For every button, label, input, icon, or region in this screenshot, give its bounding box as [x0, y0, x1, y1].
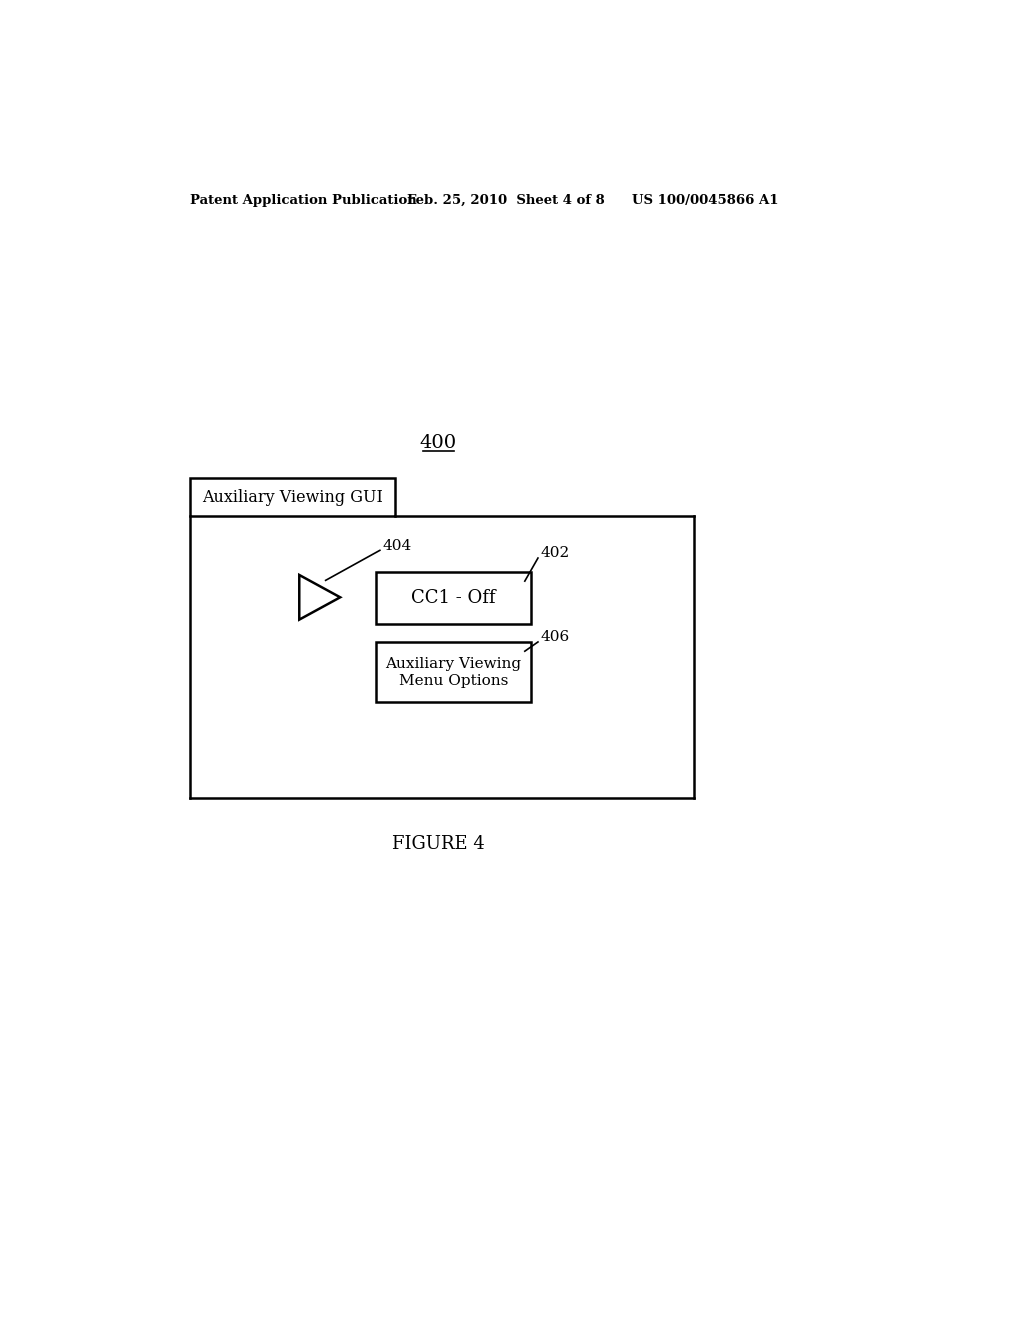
Text: Feb. 25, 2010  Sheet 4 of 8: Feb. 25, 2010 Sheet 4 of 8 [407, 194, 605, 207]
Text: Menu Options: Menu Options [398, 675, 508, 688]
Text: CC1 - Off: CC1 - Off [412, 589, 496, 607]
Bar [190, 478, 395, 516]
Text: 402: 402 [541, 546, 569, 561]
Polygon shape [299, 576, 340, 619]
Text: FIGURE 4: FIGURE 4 [391, 834, 484, 853]
Text: 400: 400 [420, 434, 457, 453]
Text: Patent Application Publication: Patent Application Publication [190, 194, 417, 207]
Text: Auxiliary Viewing GUI: Auxiliary Viewing GUI [203, 488, 383, 506]
Text: US 100/0045866 A1: US 100/0045866 A1 [632, 194, 778, 207]
Bar [376, 642, 531, 702]
Text: Auxiliary Viewing: Auxiliary Viewing [385, 657, 521, 672]
Text: 406: 406 [541, 631, 569, 644]
Bar [376, 572, 531, 624]
Text: 404: 404 [382, 539, 412, 553]
